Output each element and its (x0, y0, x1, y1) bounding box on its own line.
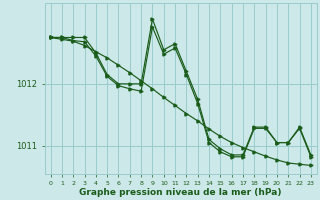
X-axis label: Graphe pression niveau de la mer (hPa): Graphe pression niveau de la mer (hPa) (79, 188, 282, 197)
